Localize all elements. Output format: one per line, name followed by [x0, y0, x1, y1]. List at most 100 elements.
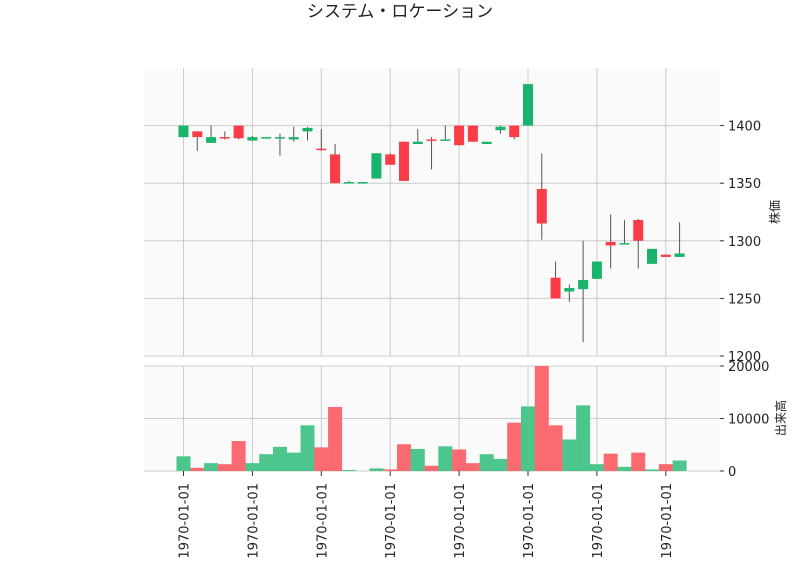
volume-tick-label-0: 0 — [728, 465, 736, 480]
volume-bar-28 — [562, 439, 577, 471]
candle-body-11 — [330, 154, 341, 184]
x-tick-label-6: 1970-01-01 — [591, 483, 606, 559]
candle-27 — [550, 261, 561, 299]
volume-tick-label-20000: 20000 — [728, 360, 769, 375]
axes: 1200 1250 1300 1350 1400 0 10000 20000 1970-01-0… — [178, 120, 770, 559]
volume-bar-12 — [341, 469, 356, 471]
candle-body-1 — [192, 131, 203, 138]
candle-23 — [495, 125, 506, 134]
volume-bar-21 — [465, 463, 480, 471]
volume-bar-16 — [396, 444, 411, 471]
candle-0 — [178, 125, 189, 138]
volume-bar-14 — [369, 468, 384, 471]
candle-body-8 — [288, 137, 299, 140]
x-tick-label-7: 1970-01-01 — [660, 483, 675, 559]
x-tick-label-2: 1970-01-01 — [315, 483, 330, 559]
candle-3 — [219, 131, 230, 140]
volume-bar-27 — [548, 425, 563, 471]
volume-bar-5 — [245, 463, 260, 471]
volume-bar-6 — [259, 454, 274, 471]
candle-body-31 — [605, 241, 616, 246]
candle-21 — [467, 125, 478, 142]
candle-31 — [605, 214, 616, 269]
x-tick-label-0: 1970-01-01 — [178, 483, 193, 559]
price-axis-label: 株価 — [767, 200, 782, 224]
candle-body-35 — [660, 254, 671, 257]
x-tick-label-3: 1970-01-01 — [384, 483, 399, 559]
candle-body-6 — [261, 137, 272, 139]
candle-6 — [261, 137, 272, 139]
candle-7 — [274, 133, 285, 156]
candle-33 — [633, 218, 644, 269]
candle-9 — [302, 126, 313, 141]
candle-body-34 — [647, 248, 658, 264]
candle-28 — [564, 284, 575, 302]
price-tick-label-1400: 1400 — [728, 120, 761, 135]
candle-body-7 — [274, 137, 285, 139]
volume-tick-label-10000: 10000 — [728, 413, 769, 428]
price-panel — [144, 68, 720, 356]
candle-body-26 — [536, 188, 547, 224]
candle-body-24 — [509, 125, 520, 138]
candle-body-19 — [440, 139, 451, 141]
x-tick-label-5: 1970-01-01 — [522, 483, 537, 559]
candle-5 — [247, 135, 258, 141]
candle-body-0 — [178, 125, 189, 138]
candle-body-21 — [467, 125, 478, 142]
candle-body-14 — [371, 153, 382, 179]
volume-bar-29 — [576, 405, 591, 471]
candle-15 — [385, 153, 396, 165]
volume-bar-34 — [645, 469, 660, 471]
candle-22 — [481, 141, 492, 145]
volume-bar-17 — [410, 448, 425, 471]
candle-body-30 — [591, 261, 602, 279]
candle-body-36 — [674, 253, 685, 257]
candle-body-3 — [219, 137, 230, 139]
candle-18 — [426, 137, 437, 170]
price-tick-label-1250: 1250 — [728, 292, 761, 307]
x-tick-label-4: 1970-01-01 — [453, 483, 468, 559]
candle-2 — [206, 125, 217, 143]
candle-19 — [440, 125, 451, 141]
volume-bar-0 — [176, 456, 191, 471]
candle-35 — [660, 254, 671, 257]
candle-25 — [523, 84, 533, 126]
volume-bar-25 — [521, 406, 535, 471]
volume-bar-31 — [603, 453, 618, 471]
candle-10 — [316, 129, 327, 151]
candle-34 — [647, 248, 658, 264]
candle-body-23 — [495, 126, 506, 131]
candle-body-9 — [302, 127, 313, 132]
candle-body-29 — [578, 279, 589, 290]
volume-bar-22 — [479, 454, 494, 471]
candle-body-22 — [481, 141, 492, 145]
volume-bar-19 — [438, 446, 453, 471]
candle-1 — [192, 131, 203, 151]
volume-bar-23 — [493, 458, 508, 471]
candles — [178, 84, 685, 343]
volume-bar-9 — [300, 425, 315, 471]
candle-body-18 — [426, 139, 437, 141]
candle-29 — [578, 240, 589, 343]
candle-body-27 — [550, 277, 561, 299]
volume-bar-3 — [217, 464, 232, 471]
volume-bar-30 — [589, 464, 604, 471]
volume-bar-24 — [507, 422, 522, 471]
candle-12 — [343, 180, 354, 184]
candle-8 — [288, 126, 299, 142]
volume-bars — [176, 366, 687, 471]
candle-body-4 — [233, 125, 244, 139]
candle-body-13 — [357, 182, 368, 184]
volume-bar-2 — [204, 463, 219, 471]
volume-bar-18 — [424, 465, 439, 471]
price-tick-label-1350: 1350 — [728, 177, 761, 192]
candle-body-25 — [523, 84, 533, 126]
volume-bar-36 — [672, 460, 687, 471]
candle-4 — [233, 125, 244, 140]
volume-bar-33 — [631, 452, 646, 471]
candle-body-5 — [247, 137, 258, 141]
volume-bar-20 — [452, 449, 467, 471]
candle-36 — [674, 222, 685, 257]
